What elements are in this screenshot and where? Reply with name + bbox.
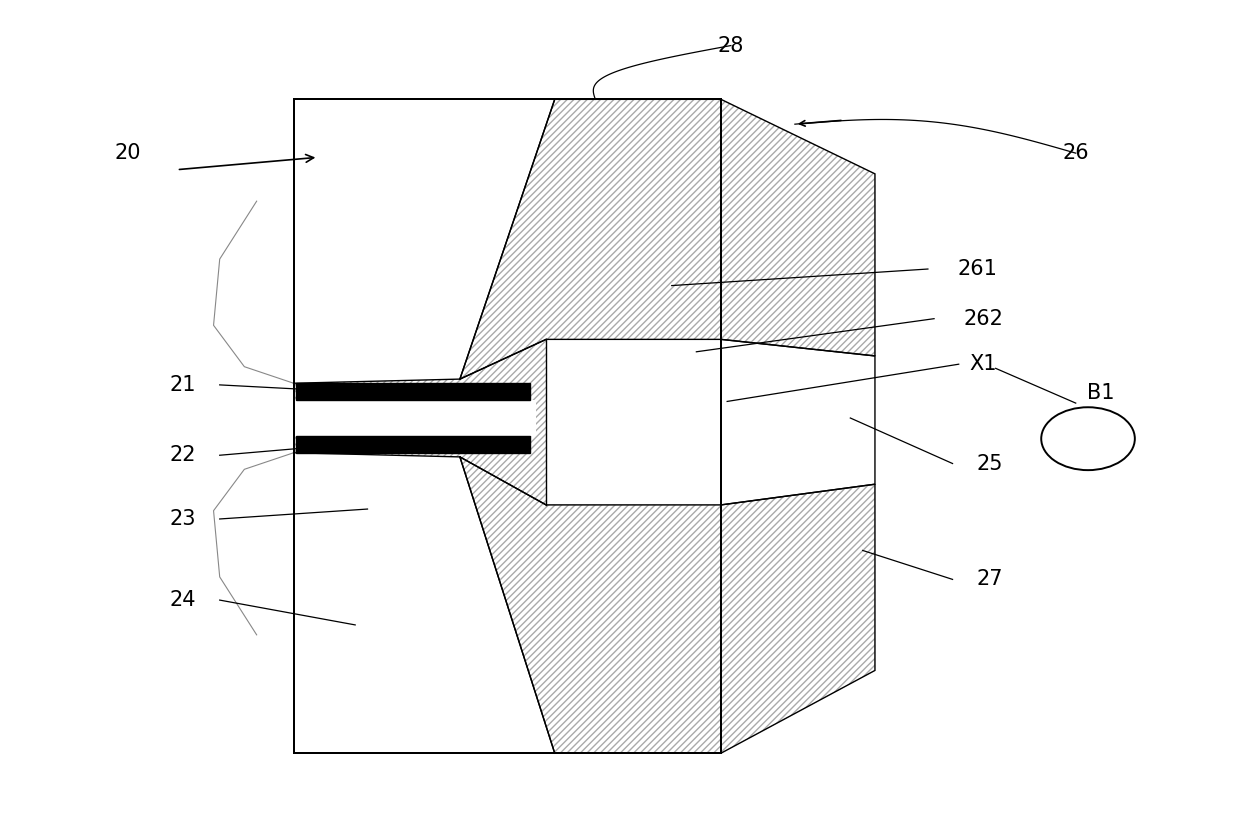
Polygon shape xyxy=(720,484,875,753)
Polygon shape xyxy=(294,453,554,753)
Text: B1: B1 xyxy=(1086,383,1114,403)
Text: 24: 24 xyxy=(170,590,196,610)
Text: 20: 20 xyxy=(114,143,140,163)
Polygon shape xyxy=(460,99,720,379)
Text: 25: 25 xyxy=(976,453,1003,473)
Text: 22: 22 xyxy=(170,446,196,466)
Text: 28: 28 xyxy=(718,36,744,55)
Text: X1: X1 xyxy=(970,354,997,375)
Bar xyxy=(296,436,529,453)
Polygon shape xyxy=(294,99,554,383)
Text: 262: 262 xyxy=(963,308,1003,329)
Text: 26: 26 xyxy=(1063,143,1089,163)
Text: 23: 23 xyxy=(170,509,196,529)
Polygon shape xyxy=(460,457,720,753)
Polygon shape xyxy=(294,99,720,753)
Bar xyxy=(296,383,529,400)
Text: 261: 261 xyxy=(957,259,997,279)
Polygon shape xyxy=(294,400,536,436)
Text: 21: 21 xyxy=(170,375,196,395)
Text: 27: 27 xyxy=(976,569,1003,589)
Polygon shape xyxy=(720,99,875,356)
Polygon shape xyxy=(546,339,720,505)
Polygon shape xyxy=(720,339,875,505)
